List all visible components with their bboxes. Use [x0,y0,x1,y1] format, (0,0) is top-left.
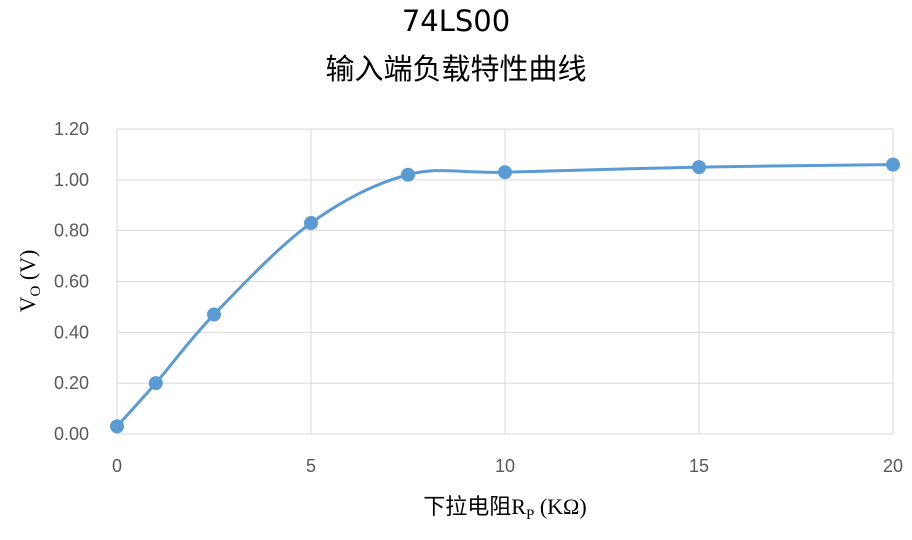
data-point [207,307,221,322]
y-axis-title: VO (V) [15,250,44,313]
y-axis-title-subscript: O [28,286,44,297]
x-tick-label: 5 [306,456,316,476]
x-tick-label: 0 [112,456,122,476]
x-tick-label: 15 [689,456,709,476]
data-point [498,165,512,180]
y-axis-ticks: 0.00 0.20 0.40 0.60 0.80 1.00 1.20 [54,119,89,444]
data-point [304,216,318,231]
data-point [401,167,415,182]
data-point [692,160,706,175]
chart-title: 74LS00 [401,4,511,38]
x-axis-title: 下拉电阻RP (KΩ) [423,494,586,523]
x-tick-label: 10 [495,456,515,476]
x-axis-ticks: 0 5 10 15 20 [112,456,903,476]
data-point [110,419,124,434]
x-tick-label: 20 [883,456,903,476]
data-point [148,376,163,391]
y-axis-title-unit: (V) [15,250,40,286]
data-point [886,157,900,172]
y-tick-label: 1.00 [54,170,89,190]
x-axis-title-main: 下拉电阻R [423,494,526,519]
data-points [110,157,900,434]
y-tick-label: 1.20 [54,119,89,139]
y-tick-label: 0.00 [54,424,89,444]
y-tick-label: 0.40 [54,322,89,342]
y-tick-label: 0.60 [54,272,89,292]
grid [116,128,894,435]
chart-subtitle: 输入端负载特性曲线 [325,52,587,86]
y-tick-label: 0.20 [54,373,89,393]
y-tick-label: 0.80 [54,221,89,241]
y-axis-title-main: V [15,296,40,312]
x-axis-title-unit: (KΩ) [534,494,586,519]
x-axis-title-subscript: P [526,507,534,523]
